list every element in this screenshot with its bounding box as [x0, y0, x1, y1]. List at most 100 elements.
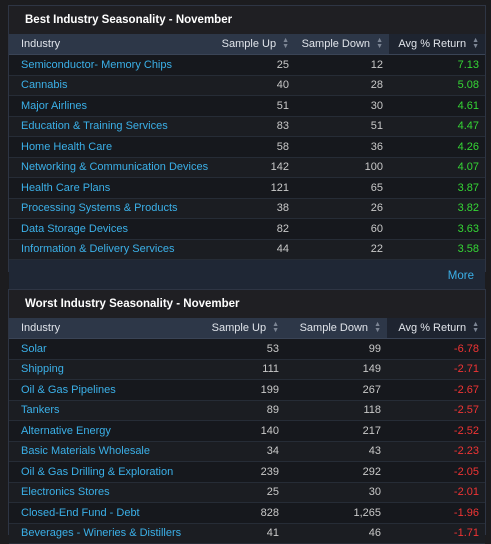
table-row: Shipping 111 149 -2.71 — [9, 359, 485, 380]
industry-link[interactable]: Data Storage Devices — [9, 218, 205, 240]
column-header-sample-down[interactable]: Sample Down ▲ ▼ — [295, 34, 389, 55]
sample-up-value: 140 — [195, 420, 285, 442]
avg-return-value: -6.78 — [387, 338, 485, 360]
sample-up-value: 25 — [205, 54, 295, 76]
sample-up-value: 83 — [205, 116, 295, 137]
industry-link[interactable]: Oil & Gas Drilling & Exploration — [9, 461, 195, 483]
avg-return-value: -2.23 — [387, 441, 485, 462]
table-row: Closed-End Fund - Debt 828 1,265 -1.96 — [9, 502, 485, 524]
avg-return-value: 4.47 — [389, 116, 485, 137]
table-row: Home Health Care 58 36 4.26 — [9, 136, 485, 158]
column-header-sample-down[interactable]: Sample Down ▲ ▼ — [285, 318, 387, 339]
sort-arrows-icon[interactable]: ▲ ▼ — [472, 321, 479, 335]
industry-link[interactable]: Solar — [9, 338, 195, 360]
avg-return-value: -2.52 — [387, 420, 485, 442]
table-row: Electronics Stores 25 30 -2.01 — [9, 482, 485, 503]
industry-link[interactable]: Semiconductor- Memory Chips — [9, 54, 205, 76]
industry-link[interactable]: Processing Systems & Products — [9, 198, 205, 219]
sample-down-value: 99 — [285, 338, 387, 360]
sample-down-value: 118 — [285, 400, 387, 421]
table-row: Education & Training Services 83 51 4.47 — [9, 116, 485, 137]
best-table: Industry Sample Up ▲ ▼ Sample Down ▲ ▼ Avg %… — [9, 34, 485, 260]
sample-down-value: 60 — [295, 218, 389, 240]
worst-table: Industry Sample Up ▲ ▼ Sample Down ▲ ▼ Avg %… — [9, 318, 485, 544]
avg-return-value: 4.61 — [389, 95, 485, 117]
sort-arrows-icon[interactable]: ▲ ▼ — [282, 37, 289, 51]
industry-link[interactable]: Alternative Energy — [9, 420, 195, 442]
industry-link[interactable]: Closed-End Fund - Debt — [9, 502, 195, 524]
industry-link[interactable]: Major Airlines — [9, 95, 205, 117]
more-link[interactable]: More — [447, 270, 474, 282]
sample-down-value: 30 — [295, 95, 389, 117]
best-seasonality-panel: Best Industry Seasonality - November Ind… — [8, 5, 486, 293]
sort-arrows-icon[interactable]: ▲ ▼ — [374, 321, 381, 335]
avg-return-value: 3.63 — [389, 218, 485, 240]
industry-link[interactable]: Networking & Communication Devices — [9, 157, 208, 178]
industry-link[interactable]: Education & Training Services — [9, 116, 205, 137]
industry-link[interactable]: Tankers — [9, 400, 195, 421]
worst-table-body: Solar 53 99 -6.78 Shipping 111 149 -2.71 Oil & G… — [9, 338, 485, 544]
table-row: Semiconductor- Memory Chips 25 12 7.13 — [9, 54, 485, 76]
avg-return-value: 3.87 — [389, 177, 485, 199]
avg-return-value: 3.82 — [389, 198, 485, 219]
industry-link[interactable]: Basic Materials Wholesale — [9, 441, 195, 462]
table-row: Networking & Communication Devices 142 100… — [9, 157, 485, 178]
sample-down-value: 100 — [295, 157, 389, 178]
sample-down-value: 51 — [295, 116, 389, 137]
worst-panel-title: Worst Industry Seasonality - November — [9, 290, 485, 318]
sample-up-value: 38 — [205, 198, 295, 219]
sample-up-value: 34 — [195, 441, 285, 462]
table-row: Processing Systems & Products 38 26 3.82 — [9, 198, 485, 219]
avg-return-value: 4.07 — [389, 157, 485, 178]
avg-return-value: -2.57 — [387, 400, 485, 421]
avg-return-value: 5.08 — [389, 75, 485, 96]
industry-link[interactable]: Shipping — [9, 359, 195, 380]
table-row: Oil & Gas Pipelines 199 267 -2.67 — [9, 379, 485, 401]
sample-up-value: 199 — [195, 379, 285, 401]
column-header-sample-up[interactable]: Sample Up ▲ ▼ — [195, 318, 285, 339]
column-header-avg-return[interactable]: Avg % Return ▲ ▼ — [387, 318, 485, 339]
column-header-industry[interactable]: Industry — [9, 34, 205, 55]
industry-link[interactable]: Beverages - Wineries & Distillers — [9, 523, 195, 544]
industry-link[interactable]: Electronics Stores — [9, 482, 195, 503]
table-row: Basic Materials Wholesale 34 43 -2.23 — [9, 441, 485, 462]
table-row: Oil & Gas Drilling & Exploration 239 292 -2… — [9, 461, 485, 483]
table-row: Alternative Energy 140 217 -2.52 — [9, 420, 485, 442]
sample-down-value: 292 — [285, 461, 387, 483]
sort-arrows-icon[interactable]: ▲ ▼ — [272, 321, 279, 335]
table-row: Beverages - Wineries & Distillers 41 46 -1.… — [9, 523, 485, 544]
worst-seasonality-panel: Worst Industry Seasonality - November In… — [8, 289, 486, 544]
column-header-sample-up[interactable]: Sample Up ▲ ▼ — [205, 34, 295, 55]
sample-down-value: 149 — [285, 359, 387, 380]
best-header-row: Industry Sample Up ▲ ▼ Sample Down ▲ ▼ Avg %… — [9, 34, 485, 55]
sample-up-value: 142 — [205, 157, 295, 178]
sample-up-value: 25 — [195, 482, 285, 503]
sample-down-value: 43 — [285, 441, 387, 462]
sample-down-value: 26 — [295, 198, 389, 219]
sample-up-value: 58 — [205, 136, 295, 158]
column-header-industry[interactable]: Industry — [9, 318, 195, 339]
avg-return-value: -1.71 — [387, 523, 485, 544]
sample-up-value: 40 — [205, 75, 295, 96]
table-row: Major Airlines 51 30 4.61 — [9, 95, 485, 117]
sample-up-value: 41 — [195, 523, 285, 544]
best-table-body: Semiconductor- Memory Chips 25 12 7.13 Canna… — [9, 54, 485, 260]
sample-up-value: 239 — [195, 461, 285, 483]
table-row: Tankers 89 118 -2.57 — [9, 400, 485, 421]
avg-return-value: -2.71 — [387, 359, 485, 380]
industry-link[interactable]: Oil & Gas Pipelines — [9, 379, 195, 401]
industry-link[interactable]: Health Care Plans — [9, 177, 205, 199]
best-panel-title: Best Industry Seasonality - November — [9, 6, 485, 34]
sort-arrows-icon[interactable]: ▲ ▼ — [472, 37, 479, 51]
sort-arrows-icon[interactable]: ▲ ▼ — [376, 37, 383, 51]
industry-link[interactable]: Information & Delivery Services — [9, 239, 205, 260]
sample-down-value: 12 — [295, 54, 389, 76]
industry-link[interactable]: Home Health Care — [9, 136, 205, 158]
sample-down-value: 65 — [295, 177, 389, 199]
sample-up-value: 89 — [195, 400, 285, 421]
table-row: Data Storage Devices 82 60 3.63 — [9, 218, 485, 240]
sample-down-value: 22 — [295, 239, 389, 260]
industry-link[interactable]: Cannabis — [9, 75, 205, 96]
avg-return-value: 3.58 — [389, 239, 485, 260]
column-header-avg-return[interactable]: Avg % Return ▲ ▼ — [389, 34, 485, 55]
